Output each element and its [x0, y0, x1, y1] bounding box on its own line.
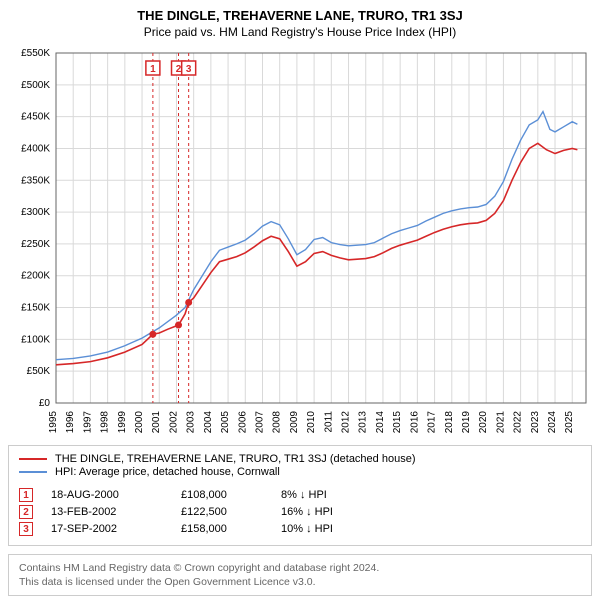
legend-item: HPI: Average price, detached house, Corn…: [19, 466, 581, 478]
svg-text:£50K: £50K: [27, 366, 51, 377]
svg-text:2004: 2004: [203, 411, 214, 434]
svg-text:2022: 2022: [513, 411, 524, 434]
legend-swatch: [19, 471, 47, 473]
sale-row: 1 18-AUG-2000£108,0008% ↓ HPI: [19, 488, 581, 502]
sale-price: £122,500: [181, 506, 281, 518]
svg-text:1995: 1995: [48, 411, 59, 434]
legend-swatch: [19, 458, 47, 460]
legend-item: THE DINGLE, TREHAVERNE LANE, TRURO, TR1 …: [19, 453, 581, 465]
svg-text:£250K: £250K: [21, 239, 50, 250]
svg-text:2023: 2023: [530, 411, 541, 434]
footer-line: This data is licensed under the Open Gov…: [19, 575, 581, 589]
svg-text:2024: 2024: [547, 411, 558, 434]
sale-hpi-delta: 10% ↓ HPI: [281, 523, 333, 535]
svg-text:2025: 2025: [564, 411, 575, 434]
svg-text:2015: 2015: [392, 411, 403, 434]
svg-text:2017: 2017: [427, 411, 438, 434]
svg-text:2014: 2014: [375, 411, 386, 434]
svg-text:2011: 2011: [323, 411, 334, 433]
svg-text:1997: 1997: [82, 411, 93, 434]
svg-text:£100K: £100K: [21, 334, 50, 345]
svg-text:£500K: £500K: [21, 80, 50, 91]
svg-text:1999: 1999: [117, 411, 128, 434]
svg-text:1: 1: [150, 64, 156, 75]
svg-text:2009: 2009: [289, 411, 300, 434]
svg-text:2002: 2002: [168, 411, 179, 434]
svg-text:2000: 2000: [134, 411, 145, 434]
svg-text:2: 2: [176, 64, 182, 75]
svg-text:2001: 2001: [151, 411, 162, 434]
sale-marker-icon: 3: [19, 522, 33, 536]
sale-hpi-delta: 8% ↓ HPI: [281, 489, 327, 501]
svg-text:1998: 1998: [100, 411, 111, 434]
svg-text:1996: 1996: [65, 411, 76, 434]
footer-line: Contains HM Land Registry data © Crown c…: [19, 561, 581, 575]
sale-row: 3 17-SEP-2002£158,00010% ↓ HPI: [19, 522, 581, 536]
svg-text:2013: 2013: [358, 411, 369, 434]
svg-text:2010: 2010: [306, 411, 317, 434]
svg-text:£150K: £150K: [21, 303, 50, 314]
legend-label: HPI: Average price, detached house, Corn…: [55, 466, 280, 478]
svg-text:£350K: £350K: [21, 175, 50, 186]
svg-text:2020: 2020: [478, 411, 489, 434]
sale-marker-icon: 1: [19, 488, 33, 502]
svg-text:£400K: £400K: [21, 143, 50, 154]
svg-text:3: 3: [186, 64, 192, 75]
svg-text:2016: 2016: [409, 411, 420, 434]
svg-text:£200K: £200K: [21, 271, 50, 282]
svg-text:2018: 2018: [444, 411, 455, 434]
svg-text:£0: £0: [39, 398, 51, 409]
sale-date: 13-FEB-2002: [51, 506, 181, 518]
legend-label: THE DINGLE, TREHAVERNE LANE, TRURO, TR1 …: [55, 453, 415, 465]
svg-text:2012: 2012: [341, 411, 352, 434]
sale-hpi-delta: 16% ↓ HPI: [281, 506, 333, 518]
svg-text:£550K: £550K: [21, 48, 50, 59]
sale-marker-icon: 2: [19, 505, 33, 519]
sale-date: 18-AUG-2000: [51, 489, 181, 501]
svg-text:2006: 2006: [237, 411, 248, 434]
chart-title: THE DINGLE, TREHAVERNE LANE, TRURO, TR1 …: [8, 8, 592, 23]
svg-text:£300K: £300K: [21, 207, 50, 218]
sale-row: 2 13-FEB-2002£122,50016% ↓ HPI: [19, 505, 581, 519]
chart-area: £0 £50K £100K £150K £200K £250K £300K £350K £400…: [8, 47, 592, 437]
svg-text:2019: 2019: [461, 411, 472, 434]
svg-text:2003: 2003: [186, 411, 197, 434]
chart-subtitle: Price paid vs. HM Land Registry's House …: [8, 25, 592, 39]
svg-text:2008: 2008: [272, 411, 283, 434]
legend-box: THE DINGLE, TREHAVERNE LANE, TRURO, TR1 …: [8, 445, 592, 546]
svg-text:2005: 2005: [220, 411, 231, 434]
svg-text:2021: 2021: [495, 411, 506, 434]
sale-price: £108,000: [181, 489, 281, 501]
line-chart-svg: £0 £50K £100K £150K £200K £250K £300K £350K £400…: [8, 47, 592, 437]
svg-text:£450K: £450K: [21, 112, 50, 123]
sale-price: £158,000: [181, 523, 281, 535]
svg-text:2007: 2007: [254, 411, 265, 434]
sale-date: 17-SEP-2002: [51, 523, 181, 535]
